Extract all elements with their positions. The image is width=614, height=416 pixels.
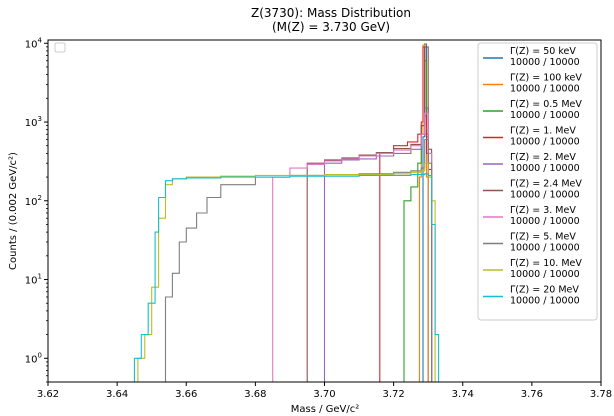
legend-label-9: Γ(Z) = 10. MeV [510,258,582,269]
x-tick-label: 3.76 [521,389,543,400]
y-tick-label: 100 [25,351,42,365]
y-axis-label: Counts / (0.002 GeV/c²) [8,152,19,270]
x-tick-label: 3.66 [175,389,197,400]
x-tick-label: 3.78 [590,389,612,400]
series-line-6 [303,46,433,383]
y-tick-label: 103 [25,115,42,129]
legend-label-4: Γ(Z) = 1. MeV [510,126,576,137]
legend-label-10: Γ(Z) = 20 MeV [510,285,579,296]
series-line-2 [417,44,432,383]
legend-label-5: Γ(Z) = 2. MeV [510,152,576,163]
legend-label-2: Γ(Z) = 100 keV [510,73,582,84]
chart-title-line1: Z(3730): Mass Distribution [251,6,411,20]
legend-counts-1: 10000 / 10000 [510,57,580,68]
series-line-3 [400,60,433,383]
x-tick-label: 3.72 [382,389,404,400]
legend-counts-6: 10000 / 10000 [510,190,580,201]
legend-counts-9: 10000 / 10000 [510,269,580,280]
x-tick-label: 3.62 [37,389,59,400]
series-line-1 [421,43,429,383]
legend-counts-2: 10000 / 10000 [510,84,580,95]
legend-label-7: Γ(Z) = 3. MeV [510,205,576,216]
series-line-10 [131,173,440,383]
chart-title-line2: (M(Z) = 3.730 GeV) [272,20,390,34]
x-tick-label: 3.70 [313,389,335,400]
y-tick-label: 102 [25,194,42,208]
series-line-5 [321,107,433,383]
legend-counts-4: 10000 / 10000 [510,137,580,148]
x-tick-label: 3.64 [106,389,128,400]
legend-label-3: Γ(Z) = 0.5 MeV [510,99,582,110]
legend-label-6: Γ(Z) = 2.4 MeV [510,179,582,190]
legend-counts-3: 10000 / 10000 [510,110,580,121]
legend-counts-7: 10000 / 10000 [510,216,580,227]
legend-counts-5: 10000 / 10000 [510,163,580,174]
y-axis: 100 101 102 103 104 [25,36,48,383]
series-line-9 [134,162,436,383]
x-tick-label: 3.68 [244,389,266,400]
legend-frame [477,42,598,321]
y-tick-label: 101 [25,273,42,287]
series-line-7 [269,112,433,383]
legend-counts-8: 10000 / 10000 [510,243,580,254]
empty-legend-box [54,42,66,53]
x-tick-label: 3.74 [452,389,474,400]
legend-counts-10: 10000 / 10000 [510,296,580,307]
y-tick-label: 104 [25,36,43,50]
series-layer [131,43,440,383]
legend-label-8: Γ(Z) = 5. MeV [510,232,576,243]
x-axis-label: Mass / GeV/c² [291,404,360,415]
x-axis: 3.62 3.64 3.66 3.68 3.70 3.72 3.74 3.76 3.78 [37,382,612,400]
legend-label-1: Γ(Z) = 50 keV [510,46,576,57]
